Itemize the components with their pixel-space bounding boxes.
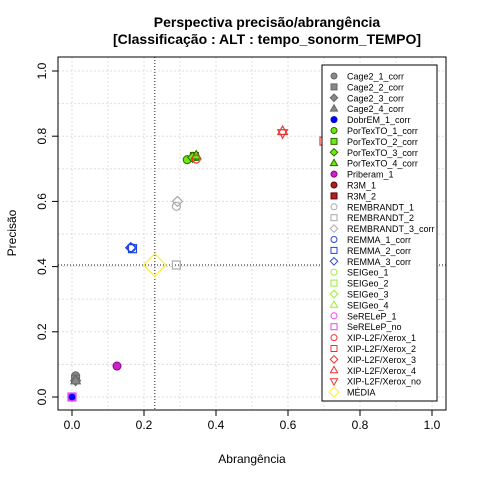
data-point (69, 374, 82, 385)
legend-label: Cage2_1_corr (347, 72, 404, 82)
legend-symbol (330, 246, 338, 254)
legend-label: Cage2_4_corr (347, 104, 404, 114)
legend-symbol (329, 103, 339, 112)
data-point (191, 154, 201, 164)
y-tick-label: 0.4 (35, 258, 49, 275)
legend-label: REMBRANDT_1 (347, 202, 414, 212)
legend-label: R3M_1 (347, 181, 376, 191)
legend-symbol (329, 378, 339, 387)
y-tick-label: 0.0 (35, 388, 49, 405)
y-tick-label: 1.0 (35, 62, 49, 79)
legend-label: XIP-L2F/Xerox_no (347, 377, 421, 387)
x-tick-label: 0.2 (136, 418, 153, 432)
legend-symbol (330, 279, 338, 287)
x-tick-label: 0.4 (208, 418, 225, 432)
data-points (67, 124, 329, 402)
data-point (171, 260, 181, 270)
axes: 0.0 0.2 0.4 0.6 0.8 1.0 0.0 0.2 0.4 0.6 0.8 1.0 (35, 62, 441, 432)
legend-label: XIP-L2F/Xerox_3 (347, 355, 416, 365)
legend-symbol (329, 158, 339, 167)
legend-symbol (330, 170, 338, 178)
legend-symbol (330, 116, 338, 124)
legend-label: SEIGeo_1 (347, 268, 389, 278)
plot-frame (57, 56, 447, 411)
legend-symbol (328, 386, 340, 398)
legend-label: DobrEM_1_corr (347, 115, 411, 125)
legend-symbol (330, 345, 338, 352)
legend-symbol (330, 127, 338, 134)
legend-label: REMBRANDT_2 (347, 213, 414, 223)
legend-symbol (329, 256, 339, 266)
legend-symbol (330, 192, 338, 200)
x-axis-label: Abrangência (218, 452, 286, 466)
data-point (112, 361, 122, 371)
legend-symbol (329, 147, 339, 157)
y-tick-label: 0.8 (35, 128, 49, 145)
y-tick-label: 0.2 (35, 323, 49, 340)
legend-label: SEIGeo_4 (347, 300, 389, 310)
chart-subtitle: [Classificação : ALT : tempo_sonorm_TEMP… (113, 31, 421, 47)
legend-label: PorTexTO_3_corr (347, 148, 418, 158)
legend-label: REMMA_3_corr (347, 257, 411, 267)
legend-symbol (330, 214, 338, 222)
data-point (124, 241, 137, 254)
legend-label: REMMA_1_corr (347, 235, 411, 245)
legend-symbol (329, 365, 339, 374)
data-point (171, 201, 181, 211)
data-point (171, 195, 184, 208)
legend-label: PorTexTO_4_corr (347, 159, 418, 169)
x-tick-label: 0.8 (352, 418, 369, 432)
x-tick-label: 0.0 (64, 418, 81, 432)
legend-label: REMMA_2_corr (347, 246, 411, 256)
y-axis-label: Precisão (5, 209, 19, 256)
legend-symbol (330, 236, 338, 243)
x-tick-label: 0.6 (280, 418, 297, 432)
legend: Cage2_1_corrCage2_2_corrCage2_3_corrCage… (321, 64, 438, 402)
legend-symbol (330, 268, 338, 276)
legend-label: Priberam_1 (347, 170, 394, 180)
data-point (276, 129, 289, 140)
legend-label: XIP-L2F/Xerox_2 (347, 344, 416, 354)
legend-label: XIP-L2F/Xerox_4 (347, 366, 416, 376)
legend-label: SeRELeP_no (347, 322, 402, 332)
legend-label: SEIGeo_3 (347, 290, 389, 300)
legend-box (321, 64, 438, 402)
chart-title: Perspectiva precisão/abrangência (154, 14, 381, 30)
legend-symbol (330, 137, 338, 145)
legend-label: SeRELeP_1 (347, 311, 397, 321)
legend-label: Cage2_2_corr (347, 82, 404, 92)
legend-symbol (330, 181, 338, 189)
legend-symbol (330, 334, 338, 342)
legend-label: MÉDIA (347, 388, 376, 398)
legend-symbol (329, 354, 339, 364)
legend-label: R3M_2 (347, 191, 376, 201)
legend-symbol (329, 299, 339, 308)
legend-label: PorTexTO_1_corr (347, 126, 418, 136)
legend-symbol (329, 93, 339, 103)
legend-symbol (329, 289, 339, 299)
legend-symbol (330, 312, 338, 320)
legend-symbol (329, 224, 339, 234)
x-tick-label: 1.0 (424, 418, 441, 432)
legend-label: Cage2_3_corr (347, 93, 404, 103)
reference-lines (58, 57, 446, 410)
data-point (142, 252, 167, 278)
legend-symbol (330, 203, 338, 211)
legend-symbol (330, 323, 338, 331)
legend-label: REMBRANDT_3_corr (347, 224, 435, 234)
legend-symbol (330, 83, 338, 91)
legend-label: PorTexTO_2_corr (347, 137, 418, 147)
legend-label: XIP-L2F/Xerox_1 (347, 333, 416, 343)
data-point (67, 392, 77, 402)
legend-symbol (330, 72, 338, 80)
y-tick-label: 0.6 (35, 193, 49, 210)
legend-label: SEIGeo_2 (347, 279, 389, 289)
